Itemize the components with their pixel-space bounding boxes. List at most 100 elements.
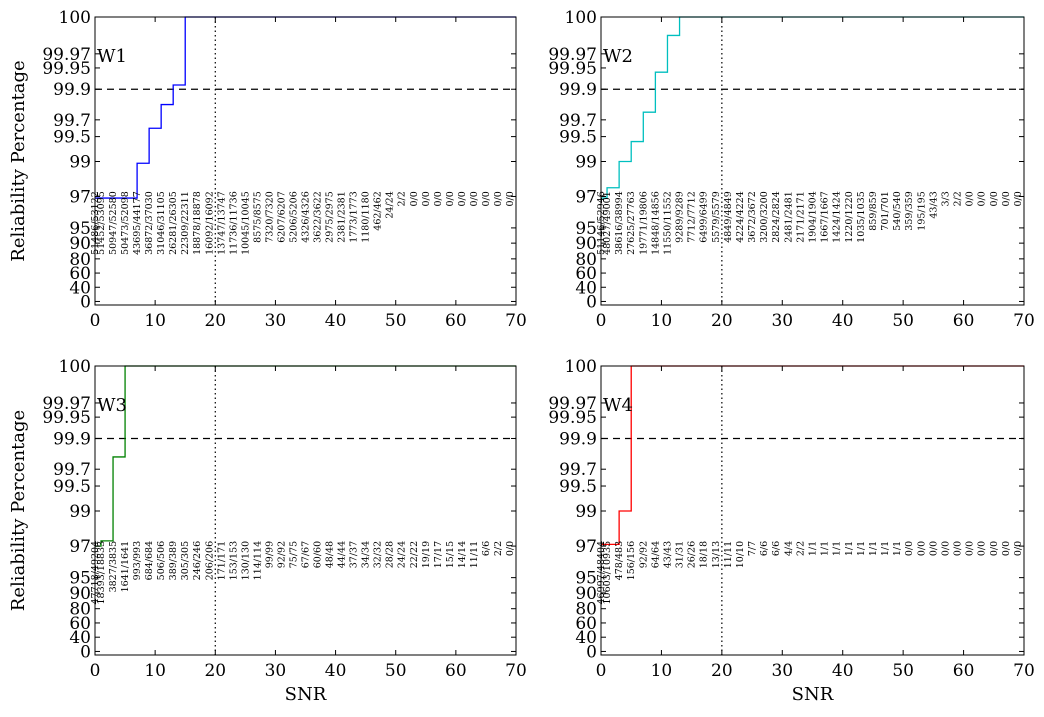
count-annotation: 2481/2481 <box>783 191 794 243</box>
x-tick-label: 60 <box>445 311 467 331</box>
count-annotation: 0/0 <box>977 191 988 206</box>
count-annotation: 92/92 <box>276 541 287 568</box>
x-tick-label: 20 <box>204 311 226 331</box>
x-tick-label: 50 <box>892 661 914 681</box>
y-tick-label: 60 <box>575 264 597 284</box>
y-tick-label: 99.7 <box>53 460 91 480</box>
x-tick-label: 0 <box>596 661 607 681</box>
x-tick-label: 20 <box>711 661 733 681</box>
y-tick-label: 95 <box>69 569 91 589</box>
y-tick-label: 80 <box>69 600 91 620</box>
x-tick-label: 50 <box>385 311 407 331</box>
x-tick-label: 40 <box>325 661 347 681</box>
count-annotation: 506/506 <box>156 541 167 580</box>
count-annotation: 48/48 <box>325 541 336 568</box>
count-annotation: 19/19 <box>421 541 432 568</box>
y-tick-label: 99.9 <box>559 429 597 449</box>
count-annotation: 4326/4326 <box>301 191 312 243</box>
y-tick-label: 100 <box>59 8 91 28</box>
count-annotation: 43695/44177 <box>132 191 143 255</box>
y-tick-label: 0 <box>586 642 597 662</box>
count-annotation: 6499/6499 <box>699 191 710 243</box>
count-annotation: 14848/14856 <box>650 191 661 255</box>
x-tick-label: 10 <box>144 311 166 331</box>
y-tick-label: 97 <box>575 187 597 207</box>
y-tick-label: 95 <box>69 219 91 239</box>
count-annotation: 51452/53095 <box>96 191 107 255</box>
x-tick-label: 30 <box>265 661 287 681</box>
count-annotation: 2/2 <box>493 541 504 556</box>
count-annotation: 7/7 <box>747 541 758 556</box>
count-annotation: 206/206 <box>204 541 215 580</box>
count-annotation: 43/43 <box>662 541 673 568</box>
y-tick-label: 99.97 <box>548 394 597 414</box>
count-annotation: 11736/11736 <box>228 191 239 255</box>
count-annotation: 0/0 <box>505 191 516 206</box>
x-tick-label: 40 <box>832 661 854 681</box>
y-tick-label: 0 <box>80 292 91 312</box>
count-annotation: 11550/11552 <box>662 191 673 255</box>
x-tick-label: 20 <box>204 661 226 681</box>
count-annotation: 114/114 <box>252 541 263 580</box>
x-tick-label: 30 <box>771 661 793 681</box>
y-tick-label: 99.7 <box>559 460 597 480</box>
count-annotation: 130/130 <box>240 541 251 580</box>
count-annotation: 6/6 <box>481 541 492 556</box>
count-annotation: 195/195 <box>916 191 927 230</box>
count-annotation: 5579/5579 <box>711 191 722 243</box>
x-tick-label: 60 <box>953 311 975 331</box>
x-tick-label: 0 <box>90 661 101 681</box>
y-tick-label: 99.95 <box>42 59 91 79</box>
axes-frame <box>600 16 1025 306</box>
y-tick-label: 40 <box>575 278 597 298</box>
y-tick-label: 60 <box>69 614 91 634</box>
count-annotation: 6207/6207 <box>276 191 287 243</box>
y-tick-label: 90 <box>575 234 597 254</box>
y-tick-label: 40 <box>69 628 91 648</box>
count-annotation: 0/0 <box>928 541 939 556</box>
y-tick-label: 95 <box>575 219 597 239</box>
count-annotation: 2/2 <box>953 191 964 206</box>
count-annotation: 3/3 <box>940 191 951 206</box>
count-annotation: 1424/1424 <box>832 191 843 243</box>
x-tick-label: 70 <box>1013 311 1035 331</box>
y-tick-label: 95 <box>575 569 597 589</box>
count-annotation: 359/359 <box>904 191 915 230</box>
y-tick-label: 99.97 <box>42 45 91 65</box>
series-line <box>601 16 1024 199</box>
panel-label: W4 <box>603 395 633 416</box>
count-annotation: 2171/2171 <box>795 191 806 243</box>
x-tick-label: 40 <box>325 311 347 331</box>
x-tick-label: 40 <box>832 311 854 331</box>
series-line <box>95 365 516 547</box>
count-annotation: 478/483 <box>614 541 625 580</box>
y-tick-label: 80 <box>69 250 91 270</box>
y-tick-label: 80 <box>575 600 597 620</box>
y-tick-label: 99 <box>575 152 597 172</box>
y-tick-label: 99.9 <box>559 80 597 100</box>
count-annotation: 2824/2824 <box>771 191 782 243</box>
count-annotation: 540/540 <box>892 191 903 230</box>
axes-frame <box>94 365 517 656</box>
count-annotation: 0/0 <box>445 191 456 206</box>
count-annotation: 0/0 <box>965 191 976 206</box>
count-annotation: 0/0 <box>977 541 988 556</box>
panel-label: W2 <box>603 46 633 67</box>
y-axis-label: Reliability Percentage <box>8 60 29 261</box>
y-tick-label: 99 <box>69 152 91 172</box>
count-annotation: 0/0 <box>1013 541 1024 556</box>
y-tick-label: 99.7 <box>53 111 91 131</box>
count-annotation: 17/17 <box>433 541 444 568</box>
count-annotation: 0/0 <box>469 191 480 206</box>
count-annotation: 9289/9289 <box>675 191 686 243</box>
x-tick-label: 20 <box>711 311 733 331</box>
y-tick-label: 99 <box>69 502 91 522</box>
count-annotation: 6/6 <box>759 541 770 556</box>
y-tick-label: 99.5 <box>559 128 597 148</box>
x-tick-label: 70 <box>1013 661 1035 681</box>
count-annotation: 67/67 <box>301 541 312 568</box>
count-annotation: 2381/2381 <box>337 191 348 243</box>
y-tick-label: 99.9 <box>53 429 91 449</box>
